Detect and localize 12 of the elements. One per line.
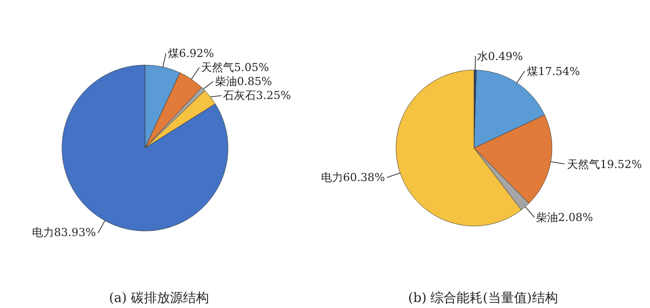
slice-label: 煤17.54% [527,65,580,78]
slice-label: 天然气5.05% [201,61,269,74]
slice-label: 电力83.93% [32,226,96,239]
text: (a) 碳排放源结构 [108,290,210,306]
slice-label: 煤6.92% [168,47,214,60]
slice-label: 水0.49% [477,50,523,63]
slice-label: 电力60.38% [321,171,385,184]
slice-label: 柴油0.85% [215,75,272,88]
slice-label: 天然气19.52% [567,158,642,171]
text: (b) 综合能耗(当量值)结构 [408,290,558,306]
slice-label: 石灰石3.25% [223,89,291,102]
slice-label: 柴油2.08% [536,211,593,224]
